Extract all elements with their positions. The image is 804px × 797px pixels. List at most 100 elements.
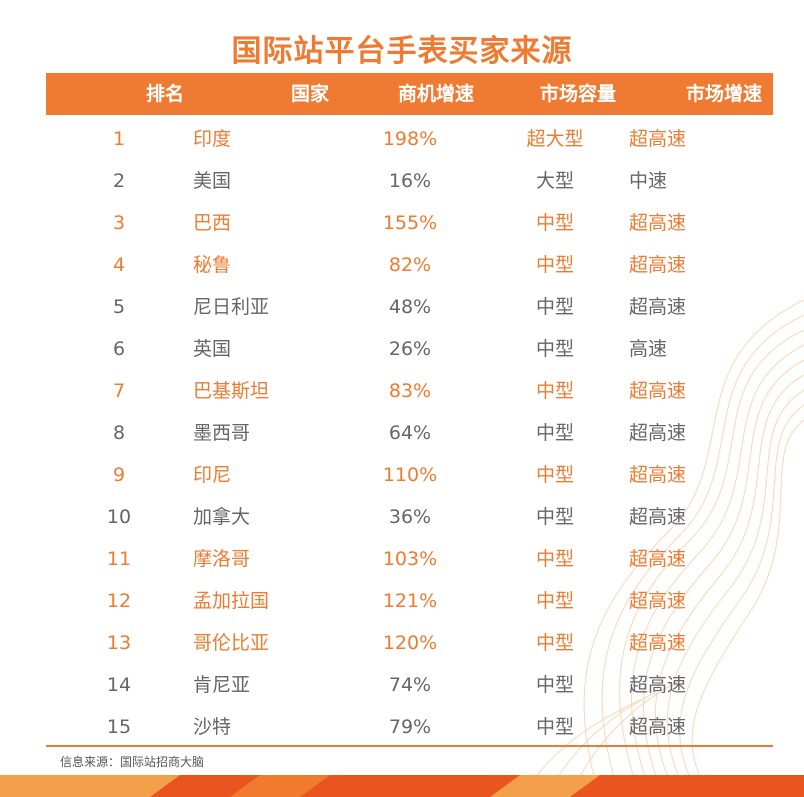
market-size-cell: 中型 bbox=[535, 590, 574, 612]
market-speed-cell: 超高速 bbox=[629, 716, 687, 738]
rank-cell: 10 bbox=[106, 506, 132, 528]
country-cell: 印度 bbox=[193, 128, 232, 150]
market-size-cell: 大型 bbox=[535, 170, 574, 192]
table-row: 5 尼日利亚 48% 中型 超高速 bbox=[0, 286, 804, 328]
market-size-cell: 中型 bbox=[535, 464, 574, 486]
table-row: 8 墨西哥 64% 中型 超高速 bbox=[0, 412, 804, 454]
rank-cell: 5 bbox=[112, 296, 126, 318]
market-speed-cell: 超高速 bbox=[629, 548, 687, 570]
market-speed-cell: 超高速 bbox=[629, 674, 687, 696]
country-cell: 哥伦比亚 bbox=[193, 632, 270, 654]
country-cell: 英国 bbox=[193, 338, 232, 360]
country-cell: 墨西哥 bbox=[193, 422, 251, 444]
growth-cell: 16% bbox=[388, 170, 432, 192]
market-speed-cell: 超高速 bbox=[629, 422, 687, 444]
market-size-cell: 超大型 bbox=[526, 128, 584, 150]
country-cell: 巴基斯坦 bbox=[193, 380, 270, 402]
market-size-cell: 中型 bbox=[535, 380, 574, 402]
growth-cell: 103% bbox=[382, 548, 438, 570]
table-row: 2 美国 16% 大型 中速 bbox=[0, 160, 804, 202]
rank-cell: 15 bbox=[106, 716, 132, 738]
market-size-cell: 中型 bbox=[535, 422, 574, 444]
market-speed-cell: 超高速 bbox=[629, 380, 687, 402]
source-note: 信息来源：国际站招商大脑 bbox=[60, 755, 205, 769]
rank-cell: 12 bbox=[106, 590, 132, 612]
growth-cell: 36% bbox=[388, 506, 432, 528]
market-speed-cell: 超高速 bbox=[629, 590, 687, 612]
market-size-cell: 中型 bbox=[535, 338, 574, 360]
market-speed-cell: 超高速 bbox=[629, 128, 687, 150]
rank-cell: 9 bbox=[112, 464, 126, 486]
rank-cell: 7 bbox=[112, 380, 126, 402]
market-size-cell: 中型 bbox=[535, 716, 574, 738]
country-cell: 尼日利亚 bbox=[193, 296, 270, 318]
country-cell: 肯尼亚 bbox=[193, 674, 251, 696]
growth-cell: 155% bbox=[382, 212, 438, 234]
rank-cell: 3 bbox=[112, 212, 126, 234]
market-speed-cell: 超高速 bbox=[629, 464, 687, 486]
market-size-cell: 中型 bbox=[535, 506, 574, 528]
growth-cell: 120% bbox=[382, 632, 438, 654]
table-row: 9 印尼 110% 中型 超高速 bbox=[0, 454, 804, 496]
table-body: 1 印度 198% 超大型 超高速 2 美国 16% 大型 中速 3 巴西 155% 中型 超高速 4 秘鲁 82… bbox=[0, 118, 804, 748]
market-speed-cell: 超高速 bbox=[629, 632, 687, 654]
growth-cell: 64% bbox=[388, 422, 432, 444]
growth-cell: 79% bbox=[388, 716, 432, 738]
growth-cell: 121% bbox=[382, 590, 438, 612]
growth-cell: 48% bbox=[388, 296, 432, 318]
rank-cell: 13 bbox=[106, 632, 132, 654]
table-row: 12 孟加拉国 121% 中型 超高速 bbox=[0, 580, 804, 622]
market-size-cell: 中型 bbox=[535, 296, 574, 318]
market-size-cell: 中型 bbox=[535, 674, 574, 696]
market-size-cell: 中型 bbox=[535, 548, 574, 570]
market-size-cell: 中型 bbox=[535, 632, 574, 654]
country-cell: 巴西 bbox=[193, 212, 232, 234]
table-row: 3 巴西 155% 中型 超高速 bbox=[0, 202, 804, 244]
header-market-speed: 市场增速 bbox=[685, 83, 762, 105]
country-cell: 摩洛哥 bbox=[193, 548, 251, 570]
header-market-size: 市场容量 bbox=[539, 83, 616, 105]
market-speed-cell: 超高速 bbox=[629, 296, 687, 318]
rank-cell: 4 bbox=[112, 254, 126, 276]
table-row: 13 哥伦比亚 120% 中型 超高速 bbox=[0, 622, 804, 664]
growth-cell: 198% bbox=[382, 128, 438, 150]
table-row: 7 巴基斯坦 83% 中型 超高速 bbox=[0, 370, 804, 412]
header-rank: 排名 bbox=[145, 83, 184, 105]
growth-cell: 26% bbox=[388, 338, 432, 360]
country-cell: 美国 bbox=[193, 170, 232, 192]
rank-cell: 1 bbox=[112, 128, 126, 150]
rank-cell: 2 bbox=[112, 170, 126, 192]
growth-cell: 83% bbox=[388, 380, 432, 402]
table-header: 排名 国家 商机增速 市场容量 市场增速 bbox=[46, 73, 773, 115]
country-cell: 秘鲁 bbox=[193, 254, 232, 276]
country-cell: 印尼 bbox=[193, 464, 232, 486]
header-growth: 商机增速 bbox=[397, 83, 474, 105]
growth-cell: 74% bbox=[388, 674, 432, 696]
table-row: 1 印度 198% 超大型 超高速 bbox=[0, 118, 804, 160]
rank-cell: 6 bbox=[112, 338, 126, 360]
growth-cell: 110% bbox=[382, 464, 438, 486]
market-size-cell: 中型 bbox=[535, 212, 574, 234]
header-country: 国家 bbox=[290, 83, 329, 105]
market-speed-cell: 高速 bbox=[629, 338, 668, 360]
table-row: 14 肯尼亚 74% 中型 超高速 bbox=[0, 664, 804, 706]
market-speed-cell: 超高速 bbox=[629, 506, 687, 528]
market-speed-cell: 超高速 bbox=[629, 254, 687, 276]
page-title: 国际站平台手表买家来源 bbox=[231, 34, 573, 69]
rank-cell: 11 bbox=[106, 548, 132, 570]
table-row: 11 摩洛哥 103% 中型 超高速 bbox=[0, 538, 804, 580]
footer-stripe bbox=[0, 775, 804, 797]
table-row: 10 加拿大 36% 中型 超高速 bbox=[0, 496, 804, 538]
table-row: 6 英国 26% 中型 高速 bbox=[0, 328, 804, 370]
growth-cell: 82% bbox=[388, 254, 432, 276]
market-speed-cell: 超高速 bbox=[629, 212, 687, 234]
country-cell: 孟加拉国 bbox=[193, 590, 270, 612]
table-row: 4 秘鲁 82% 中型 超高速 bbox=[0, 244, 804, 286]
market-speed-cell: 中速 bbox=[629, 170, 668, 192]
country-cell: 加拿大 bbox=[193, 506, 251, 528]
country-cell: 沙特 bbox=[193, 716, 232, 738]
table-row: 15 沙特 79% 中型 超高速 bbox=[0, 706, 804, 748]
rank-cell: 14 bbox=[106, 674, 132, 696]
table-bottom-divider bbox=[46, 745, 773, 747]
market-size-cell: 中型 bbox=[535, 254, 574, 276]
